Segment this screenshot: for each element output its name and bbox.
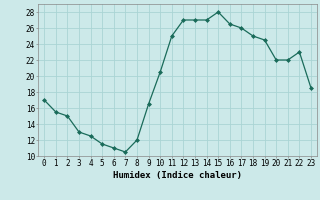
X-axis label: Humidex (Indice chaleur): Humidex (Indice chaleur) <box>113 171 242 180</box>
